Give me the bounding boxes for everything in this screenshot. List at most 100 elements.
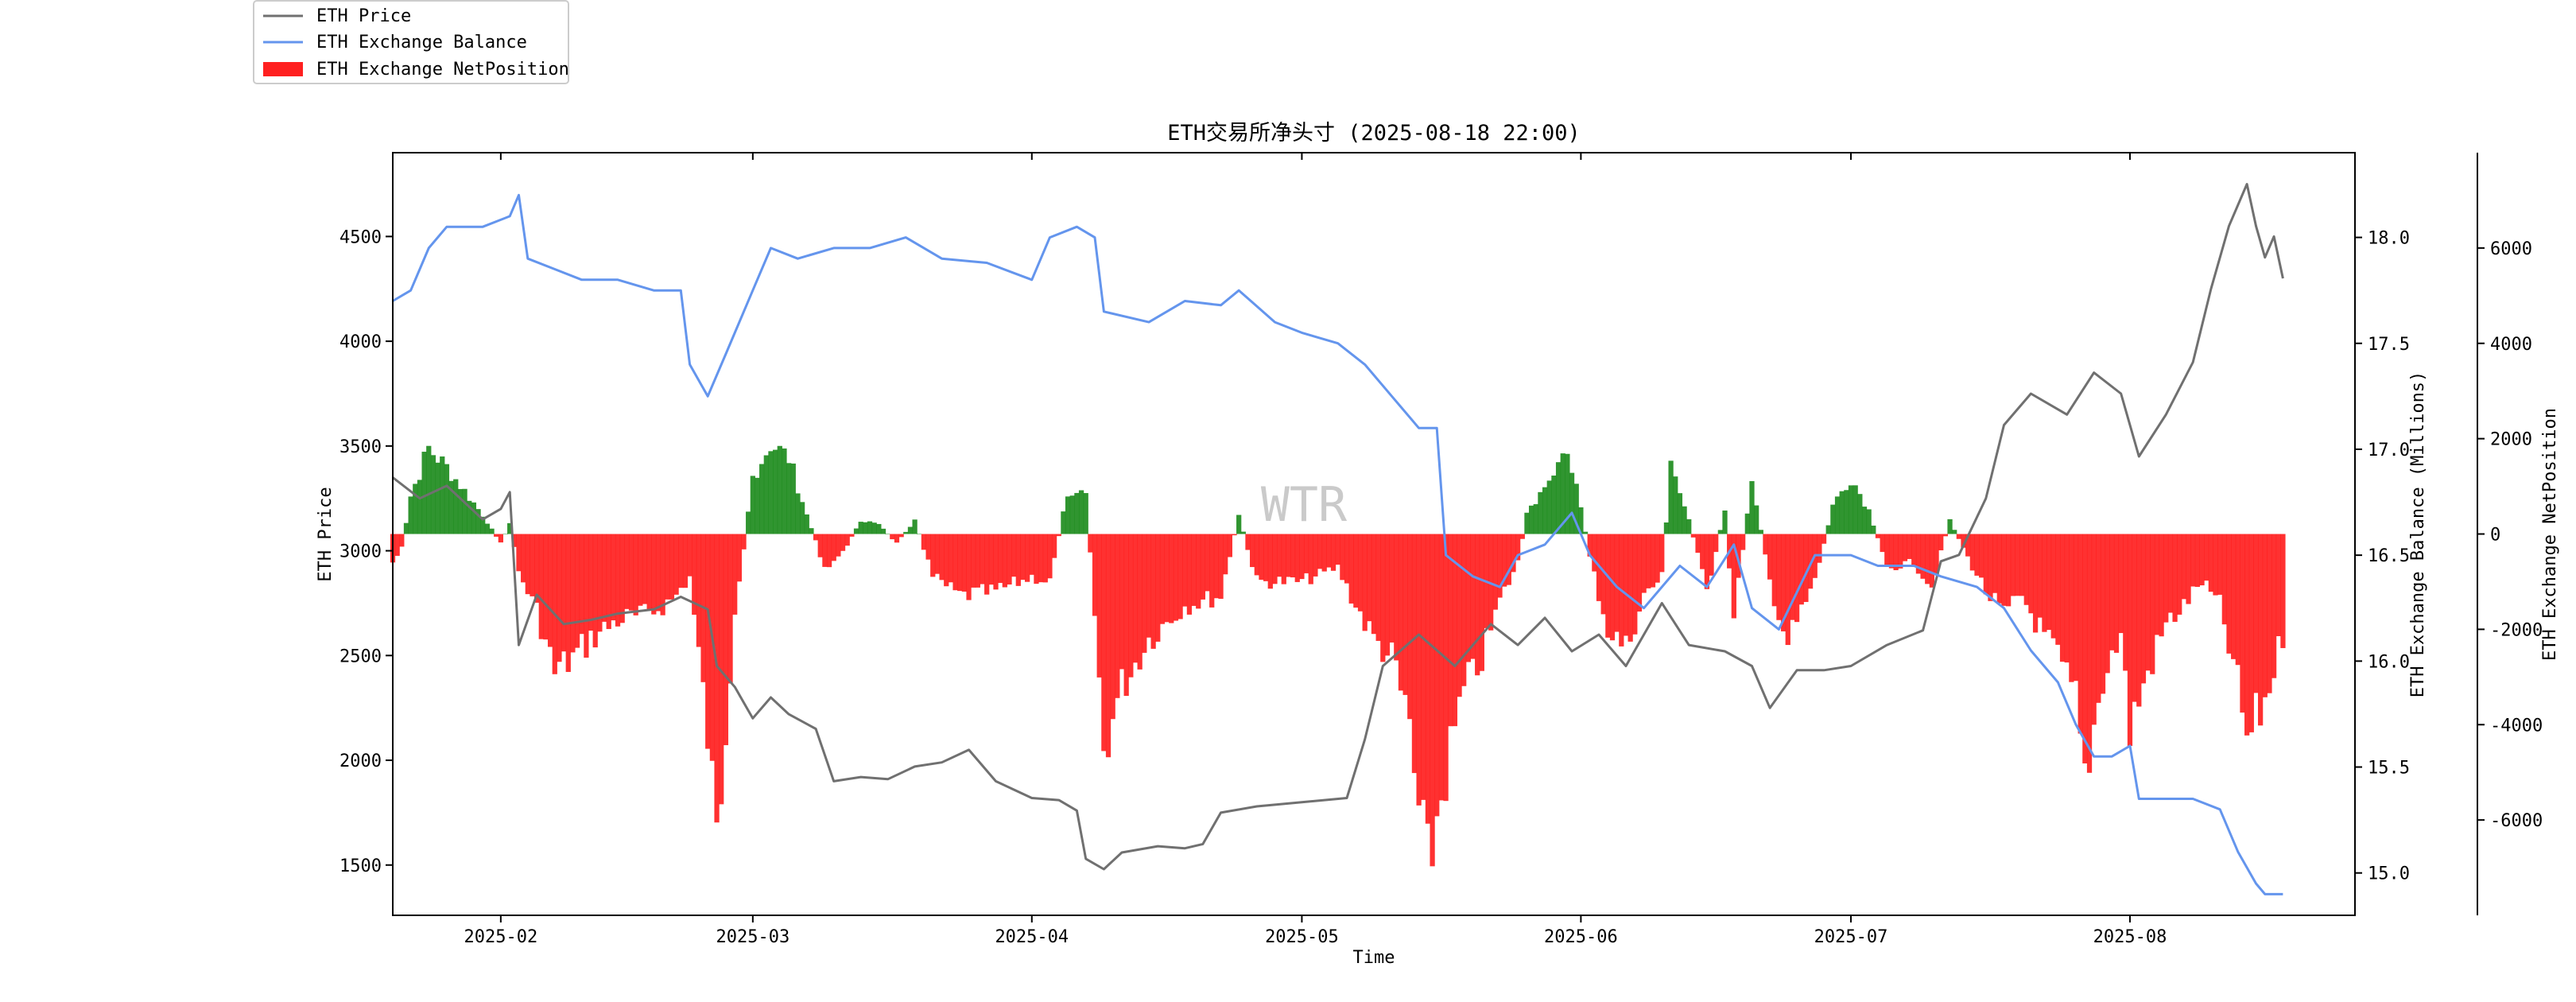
netposition-bar: [1713, 534, 1719, 553]
netposition-bar: [2199, 534, 2205, 586]
netposition-bar: [1223, 534, 1228, 575]
netposition-bar: [1511, 534, 1516, 573]
netposition-bar: [1317, 534, 1323, 569]
netposition-bar: [1344, 534, 1350, 584]
netposition-bar: [1272, 534, 1278, 584]
netposition-bar: [948, 534, 954, 583]
netposition-bar: [570, 534, 576, 653]
legend-label-price: ETH Price: [316, 6, 411, 26]
netposition-bar: [1690, 534, 1697, 538]
netposition-bar: [1807, 534, 1814, 589]
netposition-bar: [705, 534, 711, 749]
netposition-bar: [2069, 534, 2074, 682]
netposition-bar: [817, 534, 823, 557]
netposition-bar: [1164, 534, 1170, 623]
netposition-bar: [2159, 534, 2164, 637]
netposition-bar: [998, 534, 1003, 584]
x-tick-label: 2025-04: [995, 927, 1069, 947]
netposition-bar: [1245, 534, 1251, 550]
netposition-bar: [1177, 534, 1183, 619]
netposition-bar: [1600, 534, 1606, 615]
netposition-bar: [1979, 534, 1984, 578]
netposition-bar: [403, 522, 409, 534]
netposition-bar: [1965, 534, 1971, 557]
netposition-bar: [597, 534, 603, 632]
netposition-bar: [1259, 534, 1264, 581]
netposition-bar: [601, 534, 607, 622]
netposition-bar: [1294, 534, 1300, 582]
netposition-bar: [1470, 534, 1476, 659]
netposition-bar: [1096, 534, 1102, 678]
netposition-bar: [665, 534, 670, 600]
netposition-bar: [1915, 534, 1922, 574]
netposition-bar: [907, 526, 914, 534]
netposition-bar: [2271, 534, 2277, 678]
netposition-bar: [826, 534, 832, 568]
netposition-bar: [1736, 534, 1741, 578]
netposition-bar: [1934, 534, 1939, 575]
netposition-bar: [763, 455, 769, 534]
netposition-bar: [921, 534, 927, 550]
netposition-bar: [1834, 496, 1841, 534]
netposition-bar: [2100, 534, 2106, 694]
netposition-bar: [1893, 534, 1899, 570]
netposition-bar: [831, 534, 836, 561]
netposition-bar: [462, 488, 467, 534]
netpos-axis-label: ETH Exchange NetPosition: [2540, 408, 2560, 661]
netposition-bar: [2037, 534, 2043, 618]
netposition-bar: [678, 534, 684, 588]
netpos-tick-label: 0: [2490, 526, 2500, 546]
netposition-bar: [759, 464, 765, 534]
netposition-bar: [2280, 534, 2286, 648]
netposition-bar: [1911, 534, 1917, 566]
netposition-bar: [1357, 534, 1364, 612]
netposition-bar: [809, 528, 814, 534]
netposition-bar: [1569, 472, 1575, 534]
netposition-bar: [484, 523, 490, 534]
netposition-bar: [1398, 534, 1404, 691]
netposition-bar: [1461, 534, 1467, 686]
netposition-bar: [732, 534, 738, 615]
netposition-bar: [1232, 534, 1237, 536]
netposition-bar: [1438, 534, 1445, 801]
netposition-bar: [1731, 534, 1736, 619]
price-tick-label: 1500: [339, 856, 382, 876]
netposition-bar: [1088, 534, 1093, 553]
x-tick-label: 2025-08: [2093, 927, 2167, 947]
x-axis-ticks: 2025-02 2025-03 2025-04 2025-05 2025-06 2025-…: [464, 153, 2167, 947]
netposition-bar: [1821, 534, 1827, 544]
legend-frame: [253, 0, 569, 84]
balance-tick-label: 15.0: [2368, 864, 2410, 884]
balance-tick-label: 18.0: [2368, 229, 2410, 249]
netposition-bar: [2006, 534, 2012, 607]
netposition-bar: [1641, 534, 1647, 593]
netposition-bar: [1416, 534, 1422, 806]
netposition-bar: [1465, 534, 1471, 662]
netposition-bar: [1321, 534, 1327, 572]
netposition-bar: [2015, 534, 2020, 596]
netposition-bar: [1790, 534, 1795, 620]
netposition-bar: [1623, 534, 1629, 636]
netposition-bar: [1074, 492, 1080, 534]
netposition-bar: [1105, 534, 1111, 758]
netposition-bar: [457, 488, 464, 534]
netposition-bar: [1555, 462, 1562, 534]
netposition-bar: [543, 534, 549, 640]
netposition-bar: [2145, 534, 2151, 671]
netposition-bar: [413, 484, 418, 534]
netposition-bar: [1007, 534, 1012, 585]
netposition-bar: [1250, 534, 1255, 568]
netposition-bar: [2059, 534, 2066, 662]
netposition-bar: [1785, 534, 1790, 646]
eth-price-line: [392, 183, 2284, 871]
netposition-bar: [2050, 534, 2056, 639]
netposition-bar: [1636, 534, 1643, 612]
netposition-bar: [1830, 504, 1836, 534]
netposition-bar: [2091, 534, 2097, 725]
x-tick-label: 2025-03: [716, 927, 789, 947]
netposition-bar: [1655, 534, 1660, 583]
balance-tick-label: 16.5: [2368, 546, 2410, 566]
netposition-bar: [813, 534, 819, 541]
netposition-bar: [502, 534, 507, 535]
netposition-bar: [1281, 534, 1286, 584]
